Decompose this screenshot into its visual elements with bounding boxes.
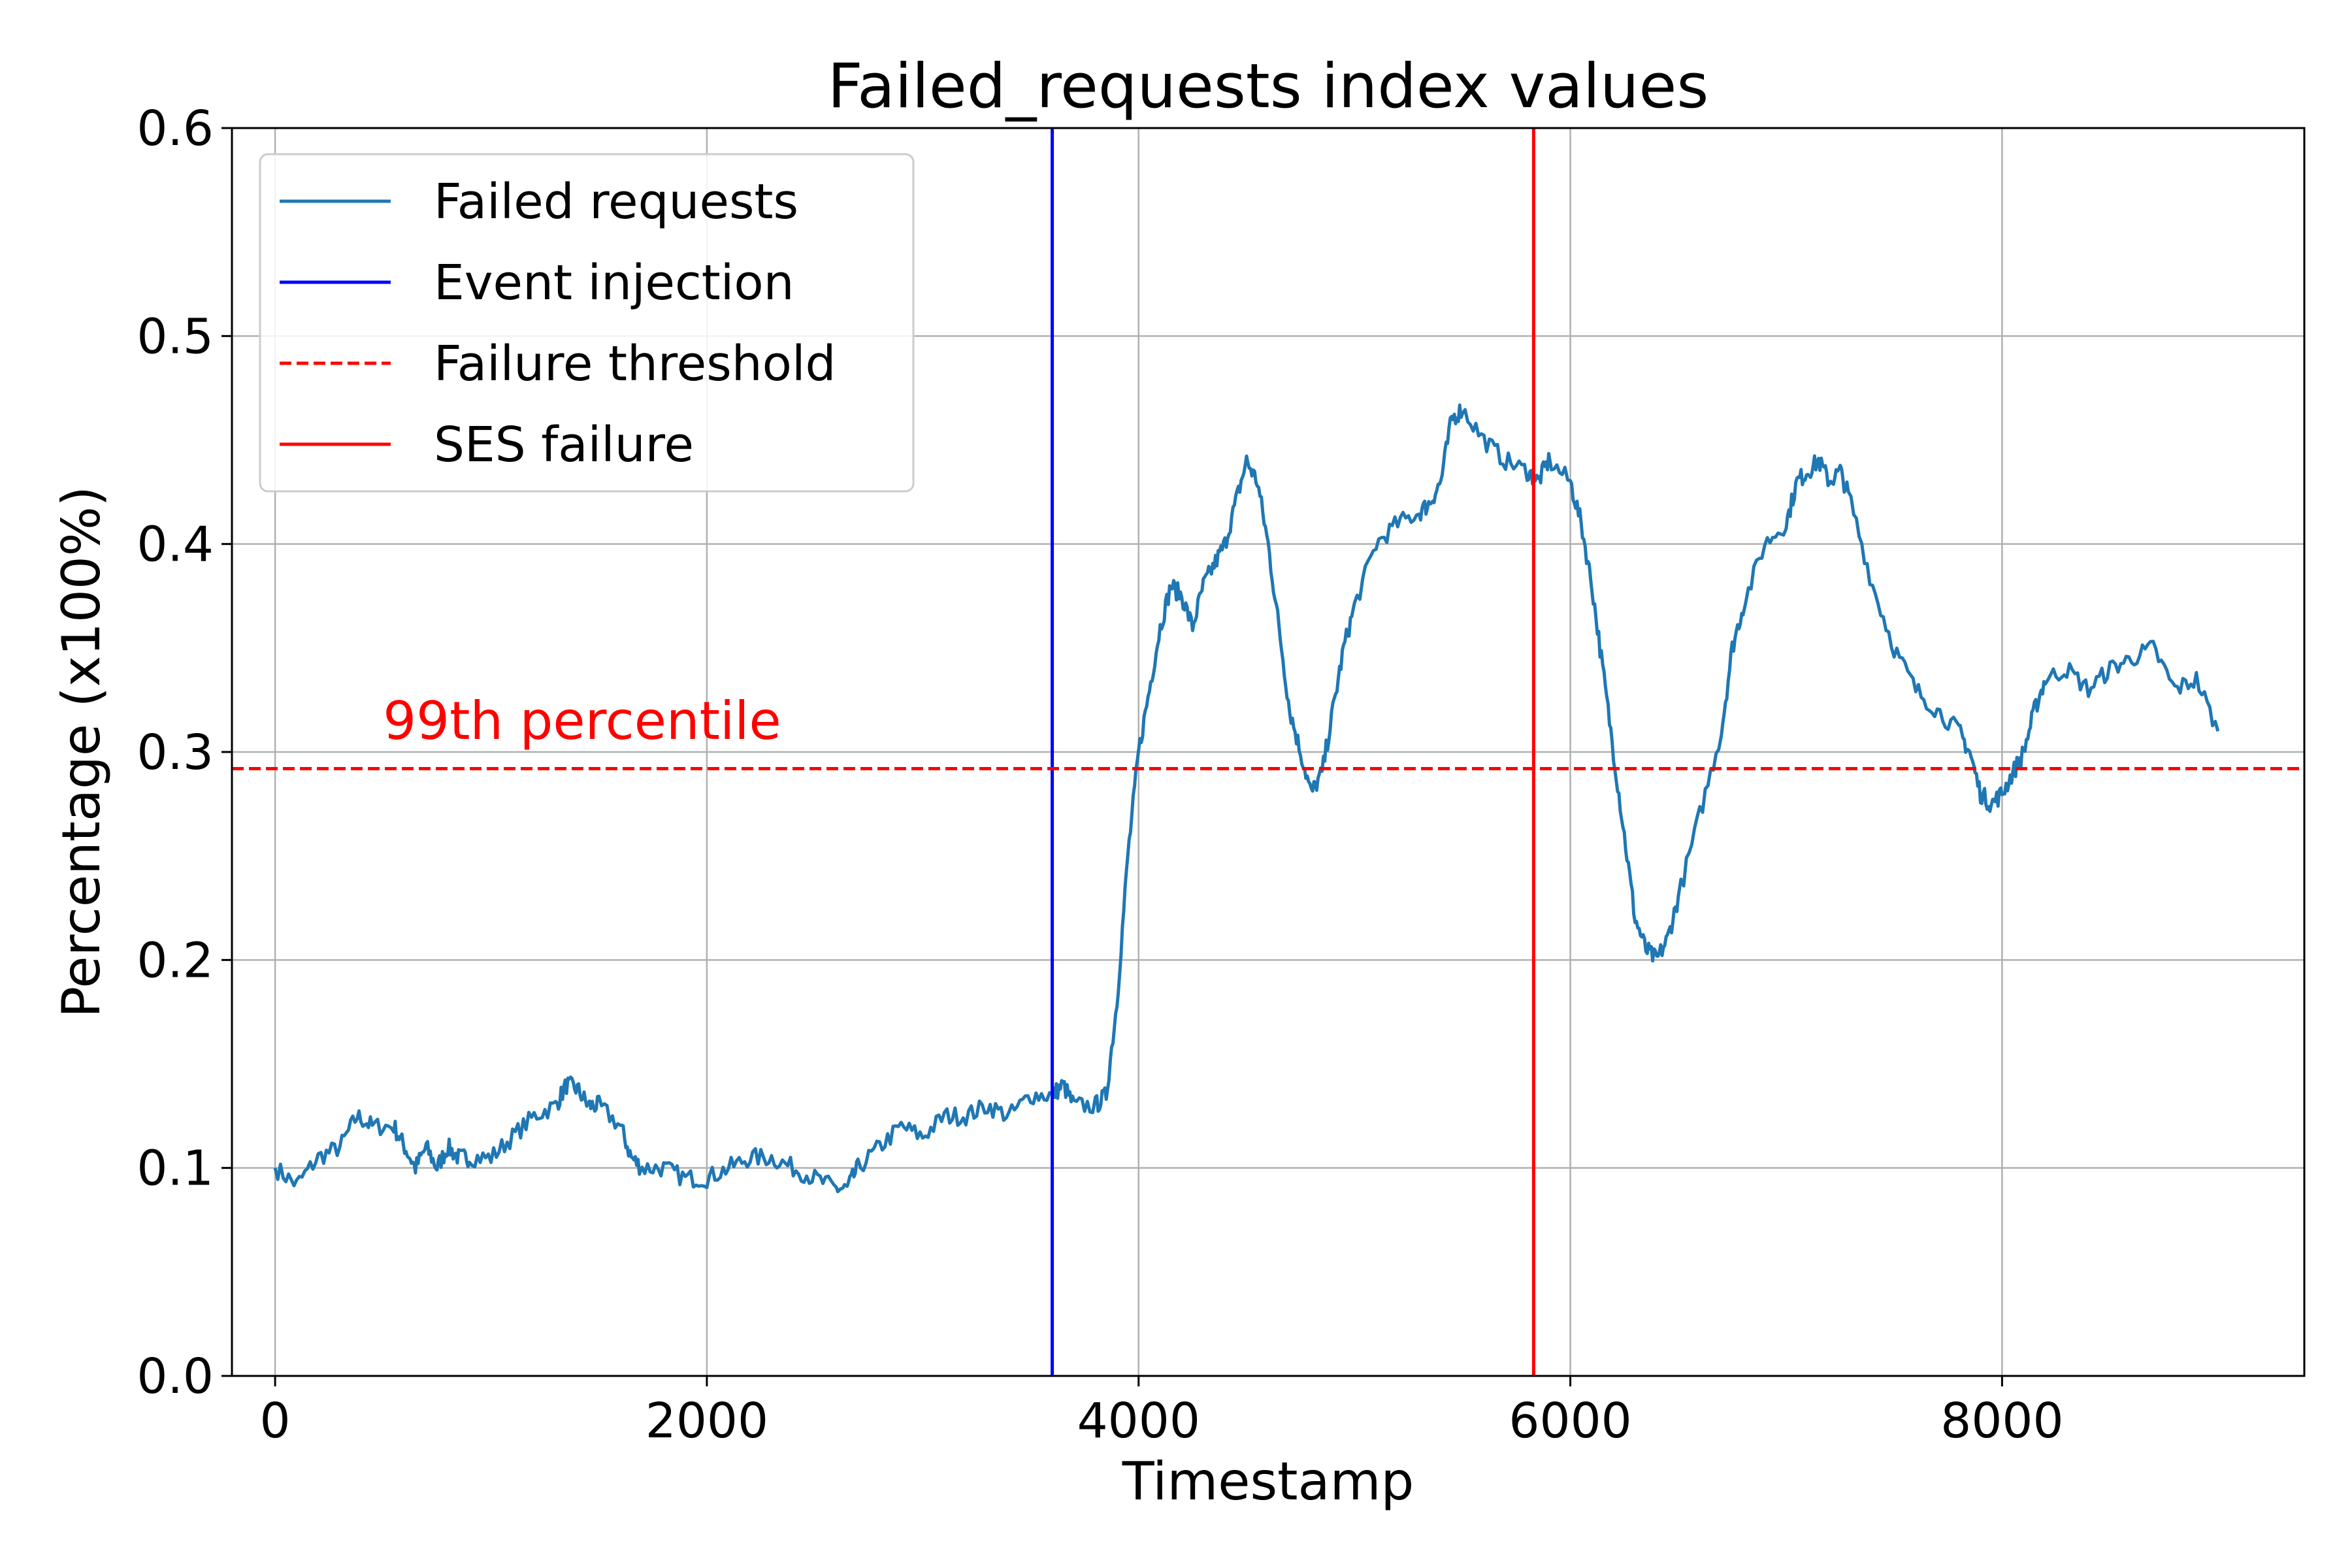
y-tick-label: 0.5	[137, 308, 214, 365]
annotations: 99th percentile	[383, 691, 781, 751]
y-tick-label: 0.3	[137, 725, 214, 781]
y-tick-label: 0.6	[137, 101, 214, 157]
y-tick-label: 0.0	[137, 1348, 214, 1405]
legend-label-failed-requests: Failed requests	[434, 174, 798, 230]
y-tick-label: 0.1	[137, 1141, 214, 1197]
annotation-99th-percentile: 99th percentile	[383, 691, 781, 751]
axis-ticks: 0 2000 4000 6000 8000 0.0 0.1 0.2 0.3 0.4 0.5 0.6	[137, 101, 2063, 1449]
failed-requests-series-line	[273, 403, 2220, 1194]
y-tick-label: 0.2	[137, 932, 214, 988]
legend-box	[259, 153, 915, 493]
legend-label-ses-failure: SES failure	[434, 417, 694, 473]
x-axis-label: Timestamp	[1122, 1451, 1414, 1512]
x-tick-label: 4000	[1077, 1393, 1200, 1449]
y-tick-label: 0.4	[137, 517, 214, 573]
x-tick-label: 0	[260, 1393, 291, 1449]
y-axis-label: Percentage (x100%)	[51, 486, 112, 1018]
x-tick-label: 8000	[1940, 1393, 2063, 1449]
x-tick-label: 6000	[1509, 1393, 1631, 1449]
x-tick-label: 2000	[645, 1393, 768, 1449]
legend-label-failure-threshold: Failure threshold	[434, 336, 836, 392]
plot-lines	[232, 128, 2304, 1376]
chart-title: Failed_requests index values	[828, 51, 1709, 122]
legend: Failed requests Event injection Failure th…	[259, 153, 915, 493]
legend-label-event-injection: Event injection	[434, 255, 794, 311]
